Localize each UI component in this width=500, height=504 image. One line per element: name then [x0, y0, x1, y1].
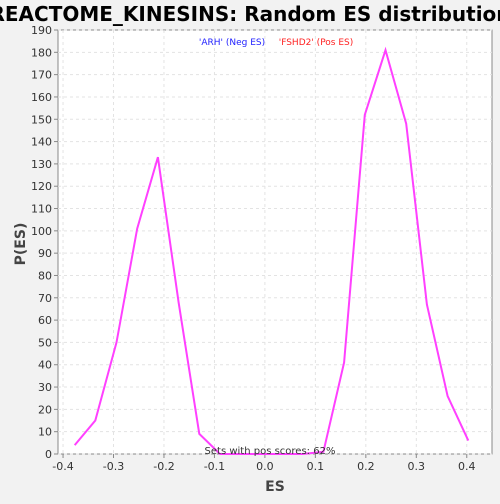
x-tick-label: 0.2 [357, 460, 375, 473]
y-tick-label: 170 [31, 69, 52, 82]
x-axis-label: ES [265, 479, 285, 495]
x-tick-label: 0.1 [307, 460, 325, 473]
y-tick-label: 0 [45, 448, 52, 461]
y-tick-label: 160 [31, 91, 52, 104]
y-tick-label: 90 [38, 247, 52, 260]
x-tick-label: -0.1 [204, 460, 225, 473]
y-tick-label: 50 [38, 336, 52, 349]
series-line [73, 46, 470, 455]
y-tick-label: 20 [38, 403, 52, 416]
y-tick-label: 150 [31, 113, 52, 126]
y-tick-label: 60 [38, 314, 52, 327]
grid [58, 29, 492, 455]
annotation-pos-scores: Sets with pos scores: 62% [205, 446, 336, 457]
y-tick-label: 110 [31, 203, 52, 216]
x-tick-label: 0.0 [256, 460, 274, 473]
y-tick-label: 70 [38, 292, 52, 305]
y-tick-label: 100 [31, 225, 52, 238]
x-tick-label: 0.4 [458, 460, 476, 473]
y-axis-label: P(ES) [13, 223, 29, 266]
y-tick-label: 120 [31, 180, 52, 193]
y-tick-label: 40 [38, 359, 52, 372]
y-tick-label: 180 [31, 46, 52, 59]
chart-title: REACTOME_KINESINS: Random ES distributio… [0, 2, 500, 26]
plot-area [57, 29, 493, 455]
x-tick-label: -0.2 [153, 460, 174, 473]
y-tick-label: 190 [31, 24, 52, 37]
axis-ticks: 0 10 20 30 40 50 60 70 80 90 100 110 120 130 140 150 160… [31, 24, 476, 473]
x-tick-label: -0.3 [103, 460, 124, 473]
x-tick-label: -0.4 [52, 460, 73, 473]
y-tick-label: 10 [38, 426, 52, 439]
annotation-neg-es: 'ARH' (Neg ES) [199, 38, 265, 48]
x-tick-label: 0.3 [408, 460, 426, 473]
y-tick-label: 80 [38, 269, 52, 282]
y-tick-label: 30 [38, 381, 52, 394]
y-tick-label: 140 [31, 136, 52, 149]
y-tick-label: 130 [31, 158, 52, 171]
series [73, 46, 470, 455]
annotation-pos-es: 'FSHD2' (Pos ES) [279, 38, 354, 48]
